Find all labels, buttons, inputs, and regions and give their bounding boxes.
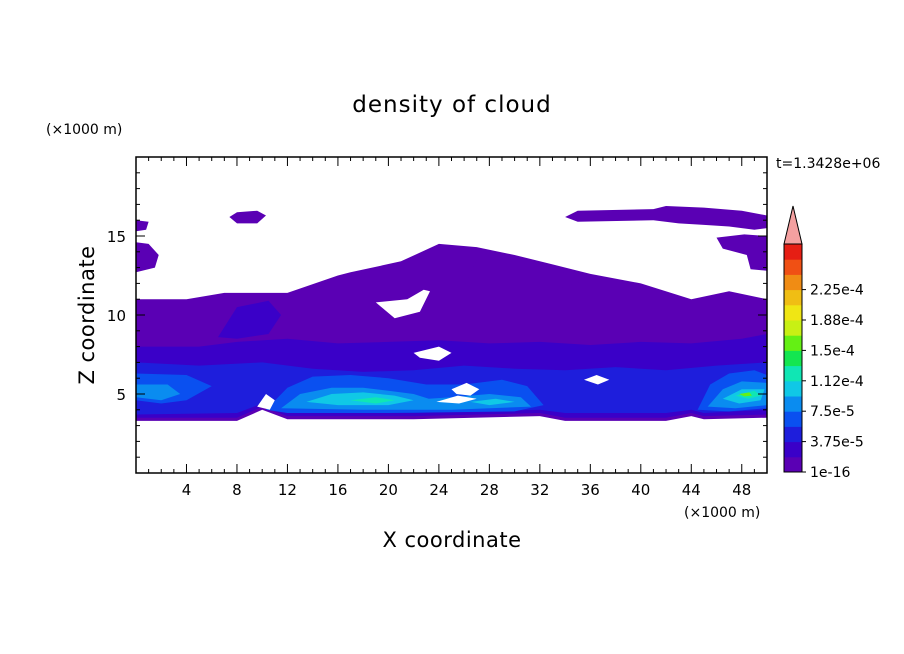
contour-region-level-0	[716, 234, 767, 271]
y-axis-unit: (×1000 m)	[46, 122, 122, 138]
colorbar-swatch	[784, 274, 802, 291]
clear-sky-gap	[451, 382, 480, 396]
colorbar-swatch	[784, 365, 802, 382]
x-axis-label: X coordinate	[382, 528, 521, 552]
colorbar-label: 1e-16	[810, 465, 850, 481]
colorbar-label: 3.75e-5	[810, 435, 864, 451]
x-tick-label: 48	[732, 481, 751, 499]
colorbar-label: 2.25e-4	[810, 283, 864, 299]
x-tick-label: 28	[480, 481, 499, 499]
y-tick-label: 10	[107, 307, 126, 325]
colorbar-label: 1.88e-4	[810, 313, 864, 329]
x-tick-label: 24	[429, 481, 448, 499]
contour-region-level-1	[218, 300, 282, 339]
colorbar-swatch	[784, 350, 802, 367]
x-tick-label: 12	[278, 481, 297, 499]
y-tick-label: 5	[116, 386, 126, 404]
x-tick-label: 16	[328, 481, 347, 499]
contour-region-level-5	[306, 392, 414, 406]
x-tick-label: 36	[581, 481, 600, 499]
colorbar-swatch	[784, 289, 802, 306]
x-tick-label: 32	[530, 481, 549, 499]
x-tick-label: 8	[232, 481, 242, 499]
colorbar-label: 7.5e-5	[810, 404, 855, 420]
colorbar-swatch	[784, 320, 802, 336]
contour-region-level-6	[350, 397, 395, 404]
colorbar-swatch	[784, 426, 802, 443]
x-axis-unit: (×1000 m)	[684, 505, 760, 521]
x-tick-label: 4	[182, 481, 192, 499]
y-tick-label: 15	[107, 228, 126, 246]
clear-sky-gap	[584, 375, 610, 385]
x-tick-label: 20	[379, 481, 398, 499]
colorbar-label: 1.5e-4	[810, 343, 855, 359]
contour-region-level-0	[229, 210, 266, 224]
colorbar-swatch	[784, 380, 802, 397]
colorbar-label: 1.12e-4	[810, 374, 864, 390]
colorbar-swatch	[784, 304, 802, 321]
colorbar-swatch	[784, 259, 802, 275]
clear-sky-gap	[375, 289, 430, 319]
contour-field	[136, 206, 767, 421]
colorbar-frame	[783, 243, 803, 473]
chart-title: density of cloud	[352, 92, 551, 118]
x-tick-label: 40	[631, 481, 650, 499]
contour-region-level-4	[136, 384, 181, 401]
colorbar-swatch	[784, 244, 802, 260]
colorbar-swatch	[784, 335, 802, 351]
time-label: t=1.3428e+06	[776, 156, 880, 172]
clear-sky-gap	[436, 395, 477, 404]
y-axis-label: Z coordinate	[75, 245, 99, 384]
contour-region-level-5	[470, 398, 515, 406]
colorbar-swatch	[784, 456, 802, 473]
contour-region-level-0	[136, 242, 159, 273]
contour-region-level-8	[739, 392, 752, 397]
colorbar-swatch	[784, 411, 802, 427]
clear-sky-gap	[257, 394, 275, 410]
clear-sky-gap	[413, 346, 452, 361]
x-tick-label: 44	[682, 481, 701, 499]
colorbar-swatch	[784, 396, 802, 412]
colorbar-swatch	[784, 441, 802, 458]
contour-region-level-0	[565, 206, 767, 230]
contour-region-level-0	[464, 259, 591, 292]
colorbar-extend-arrow	[783, 205, 803, 245]
contour-region-level-0	[136, 220, 149, 232]
colorbar: 1e-16 3.75e-5 7.5e-5 1.12e-4 1.5e-4 1.88e-4 2.…	[783, 205, 864, 481]
